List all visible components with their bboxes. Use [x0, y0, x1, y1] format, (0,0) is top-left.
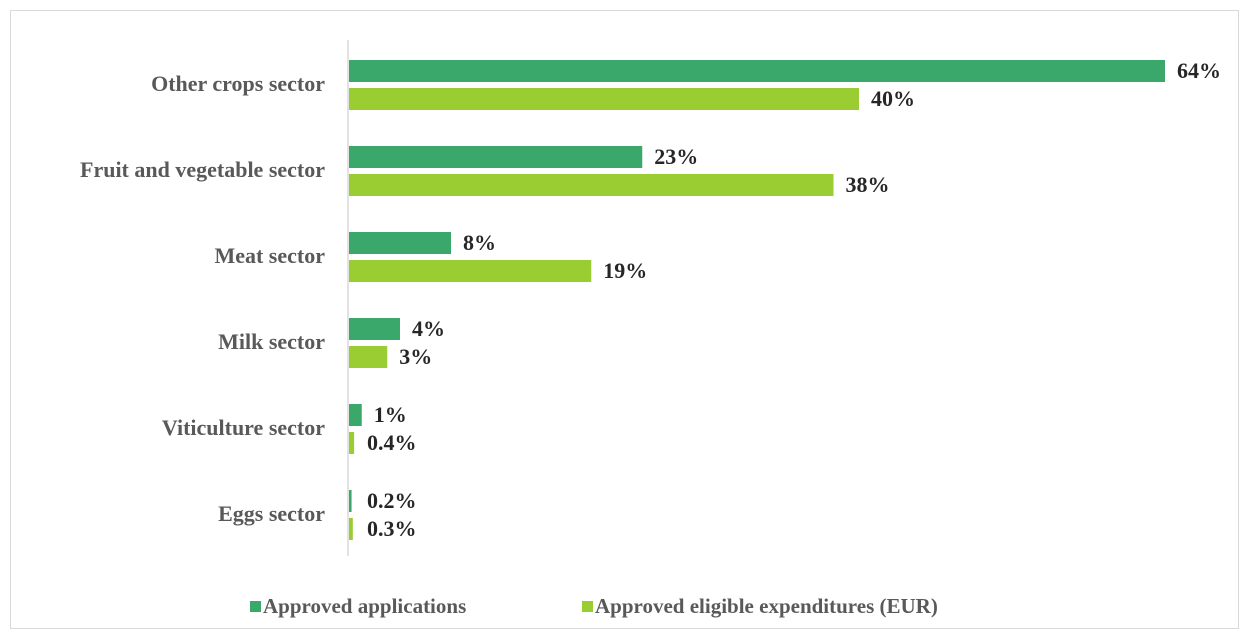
- bar: [349, 518, 353, 540]
- bar: [349, 146, 643, 168]
- bar: [349, 346, 388, 368]
- value-label: 1%: [374, 402, 407, 427]
- value-label: 4%: [412, 316, 445, 341]
- value-label: 64%: [1177, 58, 1221, 83]
- value-label: 23%: [654, 144, 698, 169]
- value-label: 3%: [399, 344, 432, 369]
- bar: [349, 88, 859, 110]
- bar: [349, 232, 451, 254]
- legend-swatch: [582, 601, 593, 612]
- category-label: Eggs sector: [218, 501, 325, 526]
- bar: [349, 174, 834, 196]
- value-label: 40%: [871, 86, 915, 111]
- category-label: Meat sector: [214, 243, 325, 268]
- bar: [349, 432, 355, 454]
- legend-label: Approved eligible expenditures (EUR): [595, 594, 938, 618]
- bar: [349, 318, 400, 340]
- value-label: 19%: [603, 258, 647, 283]
- bar: [349, 490, 352, 512]
- bar: [349, 60, 1165, 82]
- value-label: 0.2%: [367, 488, 417, 513]
- legend-label: Approved applications: [263, 594, 466, 618]
- bar: [349, 260, 592, 282]
- category-label: Milk sector: [218, 329, 325, 354]
- value-label: 0.4%: [367, 430, 417, 455]
- chart-frame: [10, 10, 1239, 629]
- value-label: 8%: [463, 230, 496, 255]
- category-label: Viticulture sector: [162, 415, 325, 440]
- value-label: 0.3%: [367, 516, 417, 541]
- category-label: Fruit and vegetable sector: [80, 157, 325, 182]
- value-label: 38%: [846, 172, 890, 197]
- bar: [349, 404, 362, 426]
- category-label: Other crops sector: [151, 71, 325, 96]
- legend-swatch: [250, 601, 261, 612]
